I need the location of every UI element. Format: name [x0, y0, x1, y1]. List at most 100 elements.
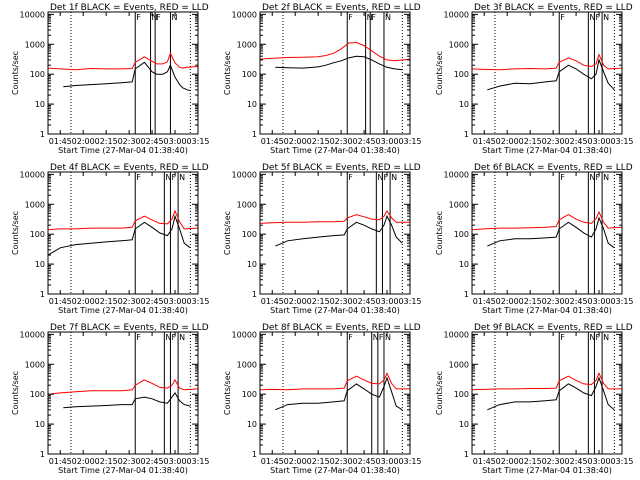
- x-tick-label: 01:45: [473, 457, 496, 466]
- events-series-line: [487, 216, 615, 249]
- x-tick-label: 02:15: [307, 137, 330, 146]
- plot-frame: [259, 11, 411, 135]
- plot-frame: [47, 171, 199, 295]
- marker-label: N: [179, 173, 185, 182]
- x-tick-label: 02:15: [519, 137, 542, 146]
- x-axis-label: Start Time (27-Mar-04 01:38:40): [58, 466, 188, 475]
- x-tick-label: 03:00: [164, 137, 187, 146]
- x-tick-label: 02:45: [353, 457, 376, 466]
- x-tick-label: 03:15: [186, 137, 209, 146]
- x-tick-label: 01:45: [49, 137, 72, 146]
- x-tick-label: 03:00: [588, 457, 611, 466]
- plot-frame: [259, 331, 411, 455]
- x-tick-label: 02:00: [496, 137, 519, 146]
- y-tick-label: 10000: [232, 10, 257, 19]
- y-tick-label: 10000: [232, 330, 257, 339]
- x-tick-label: 02:30: [118, 297, 141, 306]
- y-axis-label: Counts/sec: [435, 51, 444, 95]
- lld-series-line: [472, 210, 622, 231]
- plot-frame: [471, 171, 623, 295]
- marker-label: N: [165, 173, 171, 182]
- marker-label: N: [171, 13, 177, 22]
- y-tick-label: 1: [40, 130, 45, 139]
- marker-label: N: [589, 333, 595, 342]
- y-tick-label: 1000: [25, 40, 45, 49]
- x-tick-label: 03:00: [588, 297, 611, 306]
- y-tick-label: 10: [35, 420, 45, 429]
- y-tick-label: 10: [459, 420, 469, 429]
- x-tick-label: 03:00: [164, 297, 187, 306]
- x-tick-label: 02:15: [519, 297, 542, 306]
- x-tick-label: 03:15: [610, 457, 633, 466]
- x-tick-label: 02:30: [542, 297, 565, 306]
- events-series-line: [487, 58, 615, 91]
- x-tick-label: 02:30: [118, 457, 141, 466]
- chart-title: Det 8f BLACK = Events, RED = LLD: [262, 323, 421, 333]
- marker-label: F: [348, 13, 353, 22]
- events-series-line: [275, 55, 403, 71]
- y-tick-label: 100: [30, 390, 45, 399]
- plot-frame: [471, 11, 623, 135]
- marker-label: F: [383, 173, 388, 182]
- y-tick-label: 1: [40, 290, 45, 299]
- marker-label: F: [560, 13, 565, 22]
- y-tick-label: 100: [454, 230, 469, 239]
- x-tick-label: 02:30: [330, 137, 353, 146]
- x-tick-label: 02:00: [72, 137, 95, 146]
- marker-label: N: [603, 333, 609, 342]
- y-axis-label: Counts/sec: [11, 51, 20, 95]
- y-tick-label: 100: [242, 70, 257, 79]
- x-tick-label: 02:30: [330, 297, 353, 306]
- x-tick-label: 02:45: [353, 137, 376, 146]
- marker-label: F: [560, 333, 565, 342]
- y-tick-label: 1000: [449, 200, 469, 209]
- y-tick-label: 1: [464, 290, 469, 299]
- x-tick-label: 02:00: [496, 297, 519, 306]
- plot-frame: [471, 331, 623, 455]
- x-tick-label: 02:15: [95, 457, 118, 466]
- y-tick-label: 1000: [237, 200, 257, 209]
- y-tick-label: 1: [252, 130, 257, 139]
- y-tick-label: 10: [247, 260, 257, 269]
- y-tick-label: 10: [459, 260, 469, 269]
- x-tick-label: 02:15: [95, 297, 118, 306]
- marker-label: N: [152, 13, 158, 22]
- x-tick-label: 02:15: [307, 297, 330, 306]
- x-axis-label: Start Time (27-Mar-04 01:38:40): [482, 306, 612, 315]
- lld-series-line: [48, 209, 198, 231]
- y-tick-label: 100: [30, 230, 45, 239]
- marker-label: F: [595, 173, 600, 182]
- x-axis-label: Start Time (27-Mar-04 01:38:40): [58, 306, 188, 315]
- lld-series-line: [260, 41, 410, 62]
- x-axis-label: Start Time (27-Mar-04 01:38:40): [270, 466, 400, 475]
- y-tick-label: 10: [35, 100, 45, 109]
- x-tick-label: 01:45: [261, 457, 284, 466]
- marker-label: F: [156, 13, 161, 22]
- x-tick-label: 02:30: [542, 457, 565, 466]
- marker-label: F: [348, 173, 353, 182]
- y-tick-label: 100: [454, 390, 469, 399]
- x-tick-label: 03:15: [610, 137, 633, 146]
- x-axis-label: Start Time (27-Mar-04 01:38:40): [58, 146, 188, 155]
- lld-series-line: [472, 372, 622, 391]
- marker-label: F: [379, 333, 384, 342]
- x-axis-label: Start Time (27-Mar-04 01:38:40): [482, 146, 612, 155]
- x-tick-label: 03:15: [186, 457, 209, 466]
- chart-title: Det 5f BLACK = Events, RED = LLD: [262, 163, 421, 173]
- x-tick-label: 02:45: [353, 297, 376, 306]
- marker-label: F: [136, 173, 141, 182]
- events-series-line: [487, 376, 615, 411]
- y-tick-label: 10: [247, 420, 257, 429]
- y-tick-label: 10: [35, 260, 45, 269]
- y-tick-label: 1: [464, 450, 469, 459]
- chart-title: Det 2f BLACK = Events, RED = LLD: [262, 3, 421, 13]
- y-tick-label: 10000: [444, 170, 469, 179]
- y-axis-label: Counts/sec: [11, 371, 20, 415]
- lld-series-line: [260, 209, 410, 224]
- x-tick-label: 03:15: [398, 457, 421, 466]
